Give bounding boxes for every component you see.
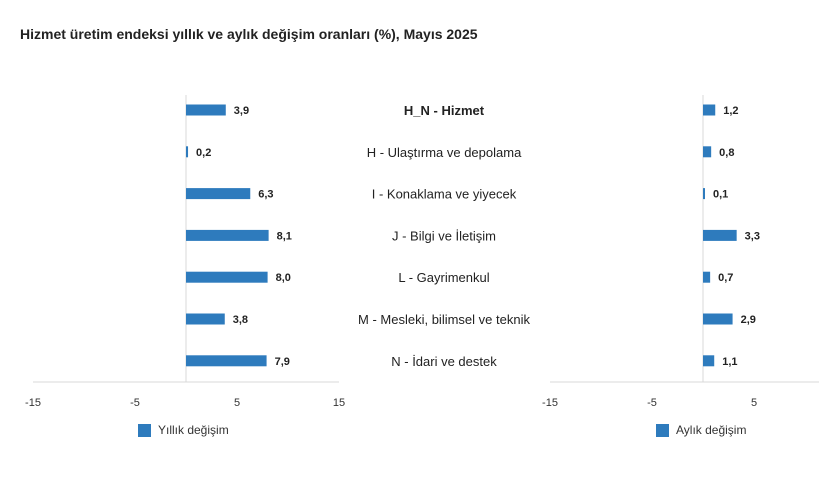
yillik-x-tick-label: -15 xyxy=(25,397,41,409)
aylik-data-label: 3,3 xyxy=(745,230,760,242)
aylik-data-label: 0,1 xyxy=(713,189,728,201)
aylik-x-tick-label: -15 xyxy=(542,397,558,409)
aylik-bar xyxy=(703,355,715,367)
aylik-data-label: 0,8 xyxy=(719,147,734,159)
yillik-bar xyxy=(186,188,251,200)
aylik-bar xyxy=(703,229,737,241)
yillik-x-tick-label: 5 xyxy=(234,397,240,409)
category-label: H - Ulaştırma ve depolama xyxy=(367,145,522,160)
yillik-x-tick-label: -5 xyxy=(130,397,140,409)
aylik-data-label: 0,7 xyxy=(718,272,733,284)
yillik-bar xyxy=(186,271,268,283)
aylik-bar xyxy=(703,146,712,158)
chart-title: Hizmet üretim endeksi yıllık ve aylık de… xyxy=(20,26,478,42)
aylik-x-tick-label: -5 xyxy=(647,397,657,409)
legend-swatch-yillik xyxy=(138,423,151,437)
legend-aylik: Aylık değişim xyxy=(656,423,746,437)
aylik-bar xyxy=(703,271,711,283)
category-label: J - Bilgi ve İletişim xyxy=(392,228,496,243)
yillik-x-tick-label: 15 xyxy=(333,397,345,409)
aylik-data-label: 2,9 xyxy=(741,314,756,326)
category-label: H_N - Hizmet xyxy=(404,103,485,118)
yillik-bar xyxy=(186,104,226,116)
yillik-data-label: 0,2 xyxy=(196,147,211,159)
yillik-bar xyxy=(186,146,189,158)
aylik-bar xyxy=(703,313,733,325)
legend-yillik: Yıllık değişim xyxy=(138,423,229,437)
yillik-bar xyxy=(186,313,225,325)
yillik-bar xyxy=(186,355,267,367)
yillik-data-label: 3,9 xyxy=(234,105,249,117)
legend-label-aylik: Aylık değişim xyxy=(676,423,747,437)
aylik-bar xyxy=(703,188,705,200)
aylik-x-tick-label: 5 xyxy=(751,397,757,409)
category-label: N - İdari ve destek xyxy=(391,354,497,369)
category-label: L - Gayrimenkul xyxy=(398,270,489,285)
aylik-bar xyxy=(703,104,716,116)
yillik-data-label: 8,1 xyxy=(277,230,292,242)
yillik-data-label: 7,9 xyxy=(275,356,290,368)
yillik-data-label: 6,3 xyxy=(258,189,273,201)
aylik-data-label: 1,2 xyxy=(723,105,738,117)
category-label: M - Mesleki, bilimsel ve teknik xyxy=(358,312,530,327)
yillik-data-label: 8,0 xyxy=(276,272,291,284)
category-label: I - Konaklama ve yiyecek xyxy=(372,187,517,202)
legend-swatch-aylik xyxy=(656,423,669,437)
aylik-data-label: 1,1 xyxy=(722,356,737,368)
legend-label-yillik: Yıllık değişim xyxy=(158,423,229,437)
yillik-data-label: 3,8 xyxy=(233,314,248,326)
yillik-bar xyxy=(186,229,269,241)
